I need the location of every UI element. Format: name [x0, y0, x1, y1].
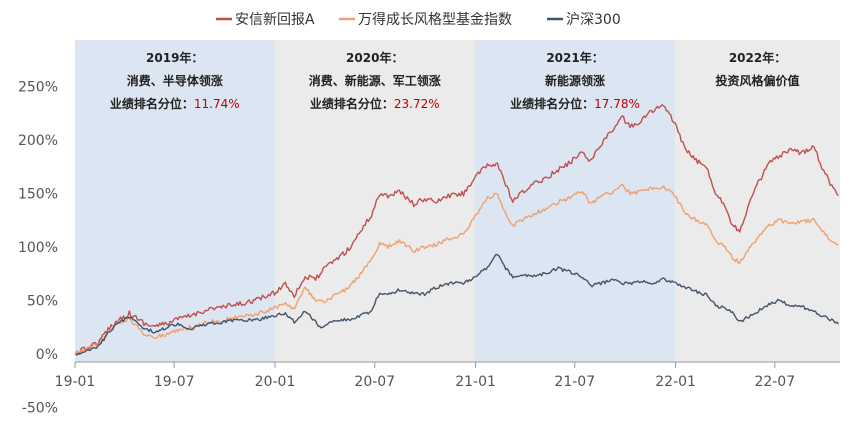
period-annotation-1-0: 2020年： — [346, 50, 403, 65]
period-annotation-0-2: 业绩排名分位：11.74% — [110, 96, 240, 111]
x-tick-label: 21-07 — [554, 374, 595, 390]
period-annotation-3-1: 投资风格偏价值 — [716, 73, 800, 88]
y-tick-label: 50% — [27, 294, 58, 310]
period-bands — [75, 40, 840, 362]
x-tick-label: 22-01 — [655, 374, 696, 390]
series-line-0 — [74, 104, 839, 355]
x-tick-label: 19-01 — [55, 374, 96, 390]
x-tick-label: 21-01 — [455, 374, 496, 390]
y-tick-label: 100% — [18, 240, 58, 256]
period-band-3 — [675, 40, 840, 362]
legend: 安信新回报A 万得成长风格型基金指数 沪深300 — [216, 11, 621, 28]
period-annotation-3-0: 2022年： — [729, 50, 786, 65]
legend-label-0: 安信新回报A — [235, 12, 315, 28]
series-line-2 — [75, 253, 839, 356]
period-annotation-2-1: 新能源领涨 — [545, 73, 605, 88]
y-tick-label: 250% — [18, 80, 58, 96]
period-annotation-2-2: 业绩排名分位：17.78% — [510, 96, 640, 111]
period-annotation-1-1: 消费、新能源、军工领涨 — [309, 73, 441, 88]
period-annotation-1-2: 业绩排名分位：23.72% — [310, 96, 440, 111]
legend-label-1: 万得成长风格型基金指数 — [358, 11, 512, 28]
series-lines — [74, 104, 839, 356]
axes: -50% 0% 50% 100% 150% 200% 250% 19-01 19-07 20-01… — [18, 80, 840, 417]
period-band-0 — [75, 40, 275, 362]
period-annotation-2-0: 2021年： — [546, 50, 603, 65]
x-tick-label: 20-01 — [255, 374, 296, 390]
y-tick-label: 150% — [18, 187, 58, 203]
period-band-1 — [274, 40, 476, 362]
y-tick-label: 0% — [36, 347, 58, 363]
y-tick-label: -50% — [22, 401, 58, 417]
x-tick-label: 19-07 — [154, 374, 195, 390]
period-annotation-0-1: 消费、半导体领涨 — [127, 73, 223, 88]
x-tick-label: 22-07 — [754, 374, 795, 390]
period-band-2 — [475, 40, 676, 362]
legend-label-2: 沪深300 — [566, 12, 621, 28]
y-tick-label: 200% — [18, 133, 58, 149]
x-tick-label: 20-07 — [354, 374, 395, 390]
period-annotation-0-0: 2019年： — [146, 50, 203, 65]
